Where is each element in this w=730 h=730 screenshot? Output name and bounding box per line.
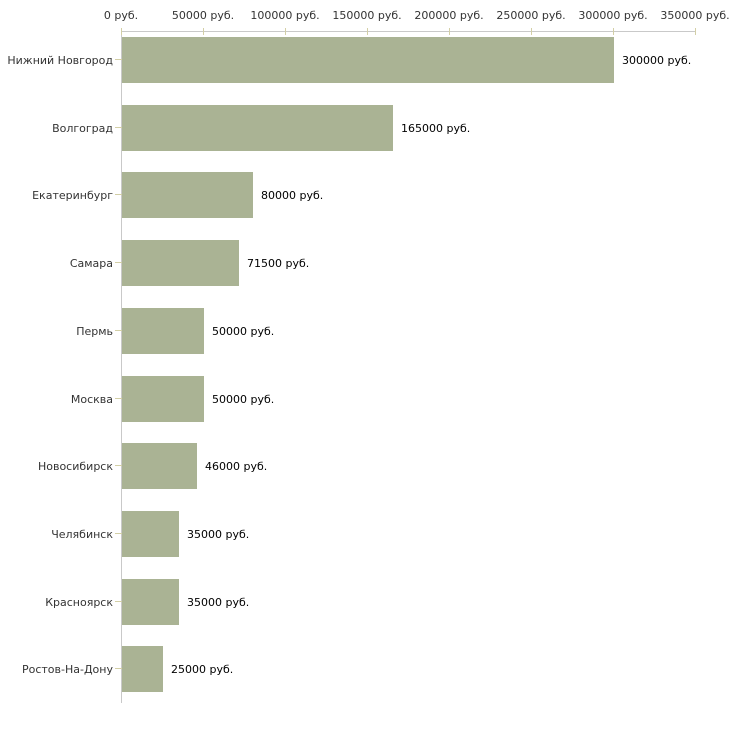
bar [122, 105, 393, 151]
bar [122, 172, 253, 218]
value-label: 80000 руб. [261, 188, 324, 202]
bar-row: Ростов-На-Дону 25000 руб. [0, 646, 730, 692]
bar-row: Москва 50000 руб. [0, 376, 730, 422]
x-axis-line [121, 31, 696, 32]
y-axis-tick [115, 601, 122, 602]
y-axis-line [121, 31, 122, 703]
x-axis-tick [285, 28, 286, 35]
category-label: Екатеринбург [32, 188, 113, 202]
x-axis-tick-label: 300000 руб. [578, 9, 648, 22]
category-label: Пермь [76, 324, 113, 338]
bar-row: Самара 71500 руб. [0, 240, 730, 286]
bar [122, 37, 614, 83]
y-axis-tick [115, 668, 122, 669]
bar-row: Екатеринбург 80000 руб. [0, 172, 730, 218]
value-label: 35000 руб. [187, 527, 250, 541]
category-label: Нижний Новгород [7, 53, 113, 67]
category-label: Новосибирск [37, 459, 113, 473]
y-axis-tick [115, 262, 122, 263]
value-label: 50000 руб. [212, 324, 275, 338]
bar-row: Волгоград 165000 руб. [0, 105, 730, 151]
bar [122, 376, 204, 422]
category-label: Москва [70, 392, 113, 406]
x-axis-tick-label: 50000 руб. [171, 9, 235, 22]
x-axis-tick [695, 28, 696, 35]
bar [122, 579, 179, 625]
y-axis-tick [115, 398, 122, 399]
bar-row: Нижний Новгород 300000 руб. [0, 37, 730, 83]
y-axis-tick [115, 533, 122, 534]
category-label: Самара [69, 256, 113, 270]
x-axis-tick [531, 28, 532, 35]
value-label: 35000 руб. [187, 595, 250, 609]
x-axis-tick-label: 150000 руб. [332, 9, 402, 22]
value-label: 71500 руб. [247, 256, 310, 270]
bar [122, 443, 197, 489]
x-axis-tick-label: 350000 руб. [660, 9, 730, 22]
bar [122, 511, 179, 557]
category-label: Красноярск [45, 595, 113, 609]
y-axis-tick [115, 330, 122, 331]
x-axis-tick-label: 200000 руб. [414, 9, 484, 22]
bar-row: Новосибирск 46000 руб. [0, 443, 730, 489]
x-axis-tick [121, 28, 122, 35]
x-axis-tick [449, 28, 450, 35]
y-axis-tick [115, 59, 122, 60]
value-label: 46000 руб. [205, 459, 268, 473]
x-axis-tick-label: 250000 руб. [496, 9, 566, 22]
value-label: 300000 руб. [622, 53, 692, 67]
value-label: 50000 руб. [212, 392, 275, 406]
bar [122, 646, 163, 692]
bar-row: Красноярск 35000 руб. [0, 579, 730, 625]
x-axis-tick [203, 28, 204, 35]
category-label: Ростов-На-Дону [21, 662, 113, 676]
bar-row: Пермь 50000 руб. [0, 308, 730, 354]
y-axis-tick [115, 127, 122, 128]
category-label: Волгоград [52, 121, 113, 135]
x-axis-tick [613, 28, 614, 35]
bar-row: Челябинск 35000 руб. [0, 511, 730, 557]
x-axis-tick-label: 0 руб. [103, 9, 139, 22]
bar [122, 308, 204, 354]
x-axis-tick [367, 28, 368, 35]
y-axis-tick [115, 465, 122, 466]
y-axis-tick [115, 194, 122, 195]
x-axis-tick-label: 100000 руб. [250, 9, 320, 22]
category-label: Челябинск [51, 527, 113, 541]
bar [122, 240, 239, 286]
value-label: 25000 руб. [171, 662, 234, 676]
value-label: 165000 руб. [401, 121, 471, 135]
